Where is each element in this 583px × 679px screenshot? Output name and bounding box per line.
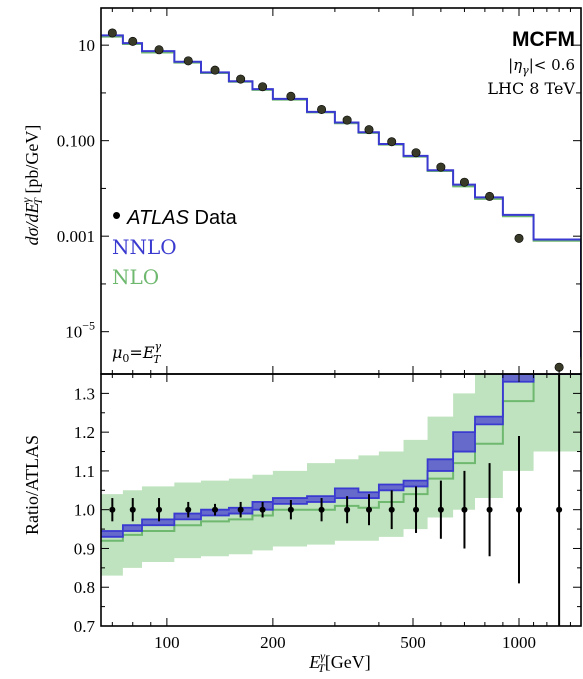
ratio-point	[237, 506, 244, 513]
nnlo-spectrum-line	[101, 34, 581, 358]
ratio-point	[556, 506, 563, 513]
annotation-scale: μ0=Eγ T	[112, 340, 162, 366]
atlas-data-point	[154, 45, 164, 55]
atlas-data-point	[411, 148, 421, 158]
ratio-point	[212, 506, 219, 513]
atlas-data-point	[286, 91, 296, 101]
atlas-data-point	[128, 36, 138, 46]
atlas-data-point	[436, 162, 446, 172]
atlas-data-point	[236, 74, 246, 84]
legend: • ATLAS Data NNLO NLO	[112, 200, 238, 289]
atlas-data-point	[258, 82, 268, 92]
atlas-data-point	[210, 65, 220, 75]
xlabel: Eγ T[GeV]	[308, 649, 370, 675]
nlo-ratio-line	[101, 374, 581, 542]
nlo-band	[101, 374, 581, 576]
atlas-data-point	[342, 115, 352, 125]
x-tick-label: 500	[400, 633, 426, 652]
top-y-tick-label: 0.100	[57, 132, 95, 151]
ratio-point	[129, 506, 136, 513]
atlas-data-point	[317, 104, 327, 114]
atlas-data-point	[183, 56, 193, 66]
nnlo-band	[101, 374, 581, 537]
legend-atlas: • ATLAS Data	[112, 200, 238, 230]
bottom-y-tick-label: 1.1	[74, 462, 95, 481]
axes: 100 200 500 1000 0.7 0.8 0.9 1.0 1.1 1.2 1.3 10 0.10…	[57, 7, 582, 652]
x-tick-label: 1000	[502, 633, 536, 652]
top-y-tick-label: 0.001	[57, 227, 95, 246]
ratio-point	[461, 506, 468, 513]
atlas-data-point	[514, 233, 524, 243]
ratio-point	[156, 506, 163, 513]
ratio-point	[515, 506, 522, 513]
ratio-point	[388, 506, 395, 513]
legend-nnlo: NNLO	[112, 235, 177, 259]
atlas-data-point	[387, 137, 397, 147]
top-y-tick-label: 10	[78, 36, 95, 55]
bottom-y-tick-label: 0.8	[74, 578, 95, 597]
bottom-y-tick-label: 1.2	[74, 423, 95, 442]
ratio-point	[185, 506, 192, 513]
nnlo-ratio-lower-line	[101, 374, 581, 538]
legend-nlo: NLO	[112, 265, 159, 289]
top-panel-plot-area	[101, 28, 581, 372]
nnlo-ratio-upper-line	[101, 374, 581, 532]
atlas-data-point	[107, 28, 117, 38]
x-tick-label: 200	[260, 633, 286, 652]
bottom-y-tick-label: 1.3	[74, 384, 95, 403]
bottom-ylabel: Ratio/ATLAS	[22, 435, 42, 535]
ratio-point	[318, 506, 325, 513]
atlas-data-point	[485, 191, 495, 201]
annotation-title: MCFM	[512, 28, 575, 51]
x-tick-label: 100	[154, 633, 180, 652]
ratio-point	[486, 506, 493, 513]
ratio-point	[109, 506, 116, 513]
annotation-eta: |ηγ|< 0.6	[508, 56, 575, 77]
atlas-data-point	[364, 125, 374, 135]
top-y-tick-label-exp: 10−5	[65, 319, 95, 342]
ratio-point	[413, 506, 420, 513]
ratio-point	[437, 506, 444, 513]
ratio-point	[287, 506, 294, 513]
bottom-y-tick-label: 1.0	[74, 501, 95, 520]
bottom-y-tick-label: 0.9	[74, 539, 95, 558]
ratio-point	[366, 506, 373, 513]
top-ylabel: dσ/dEγT [pb/GeV]	[19, 125, 45, 246]
bottom-frame	[100, 373, 582, 627]
ratio-point	[344, 506, 351, 513]
atlas-data-point	[459, 177, 469, 187]
bottom-y-tick-label: 0.7	[74, 617, 96, 636]
bottom-panel-plot-area	[101, 374, 581, 626]
ratio-point	[259, 506, 266, 513]
annotation-energy: LHC 8 TeV	[487, 79, 575, 98]
